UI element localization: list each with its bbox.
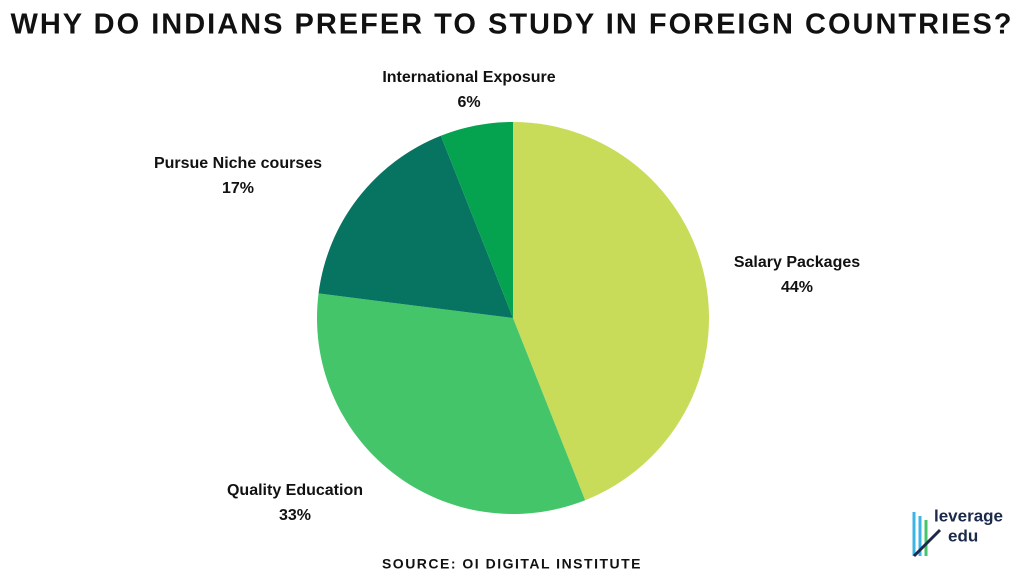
pie-slice: [316, 293, 586, 515]
slice-value-label: 33%: [279, 507, 311, 524]
logo-text: edu: [948, 526, 978, 545]
slice-label: Pursue Niche courses: [154, 155, 322, 172]
slice-label: Salary Packages: [734, 254, 860, 271]
slice-label: International Exposure: [382, 69, 555, 86]
pie-slice: [318, 135, 513, 318]
slice-value-label: 17%: [222, 180, 254, 197]
logo-icon: [912, 512, 942, 558]
chart-title: WHY DO INDIANS PREFER TO STUDY IN FOREIG…: [10, 9, 1013, 41]
slice-label: Quality Education: [227, 482, 363, 499]
pie-slice: [440, 122, 513, 318]
source: SOURCE: OI DIGITAL INSTITUTE: [382, 556, 642, 572]
slice-value-label: 6%: [457, 94, 480, 111]
pie-slice: [513, 122, 710, 501]
logo-text: leverage: [934, 506, 1003, 525]
slice-value-label: 44%: [781, 279, 813, 296]
